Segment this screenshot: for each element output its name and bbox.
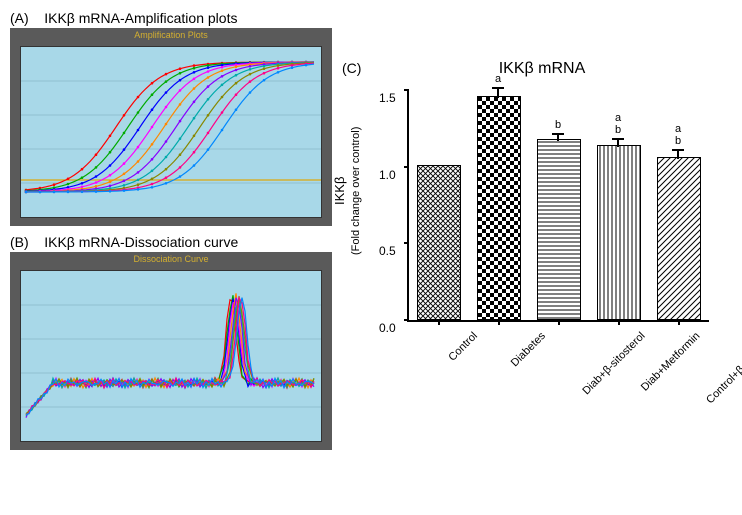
panel-a-letter: (A): [10, 10, 29, 26]
bar: [417, 165, 461, 320]
significance-label: ab: [615, 112, 621, 136]
x-tick-label: Diabetes: [509, 330, 548, 369]
dissociation-svg: [21, 271, 321, 441]
y-tick-label: 0.0: [379, 321, 396, 335]
x-tick-label: Control+β-sitosterol: [704, 330, 742, 406]
panel-b-plot-area: [20, 270, 322, 442]
bar: [657, 157, 701, 320]
panel-a-title: IKKβ mRNA-Amplification plots: [44, 10, 237, 26]
panel-b-label: (B) IKKβ mRNA-Dissociation curve: [10, 234, 332, 250]
y-tick-label: 0.5: [379, 244, 396, 258]
significance-label: a: [495, 73, 501, 85]
y-axis-main: IKKβ: [332, 177, 347, 205]
right-column: (C) IKKβ mRNA IKKβ (Fold change over con…: [352, 10, 732, 450]
panel-b: (B) IKKβ mRNA-Dissociation curve Dissoci…: [10, 234, 332, 450]
y-tick-label: 1.5: [379, 91, 396, 105]
bar-plot-region: 0.00.51.01.5ControlaDiabetesbDiab+β-sito…: [407, 90, 709, 322]
bar: [477, 96, 521, 320]
panel-a: (A) IKKβ mRNA-Amplification plots Amplif…: [10, 10, 332, 226]
panel-c-title: IKKβ mRNA: [352, 60, 732, 78]
panel-b-title: IKKβ mRNA-Dissociation curve: [44, 234, 238, 250]
left-column: (A) IKKβ mRNA-Amplification plots Amplif…: [10, 10, 332, 450]
panel-a-label: (A) IKKβ mRNA-Amplification plots: [10, 10, 332, 26]
figure-container: (A) IKKβ mRNA-Amplification plots Amplif…: [10, 10, 732, 450]
bar: [537, 139, 581, 320]
x-tick-label: Control: [446, 330, 480, 364]
x-tick-label: Diab+Metformin: [639, 330, 703, 394]
panel-a-frame: Amplification Plots: [10, 28, 332, 226]
y-axis-label: IKKβ (Fold change over control): [332, 127, 362, 255]
y-axis-sub: (Fold change over control): [350, 127, 362, 255]
panel-b-frame: Dissociation Curve: [10, 252, 332, 450]
y-tick-label: 1.0: [379, 168, 396, 182]
amplification-svg: [21, 47, 321, 217]
panel-c: (C) IKKβ mRNA IKKβ (Fold change over con…: [352, 60, 732, 410]
bar: [597, 145, 641, 320]
significance-label: ab: [675, 123, 681, 147]
panel-b-letter: (B): [10, 234, 29, 250]
panel-a-plot-area: [20, 46, 322, 218]
x-tick-label: Diab+β-sitosterol: [580, 330, 647, 397]
significance-label: b: [555, 119, 561, 131]
panel-b-plot-title: Dissociation Curve: [133, 254, 208, 264]
panel-c-letter: (C): [342, 60, 361, 76]
panel-a-plot-title: Amplification Plots: [134, 30, 208, 40]
